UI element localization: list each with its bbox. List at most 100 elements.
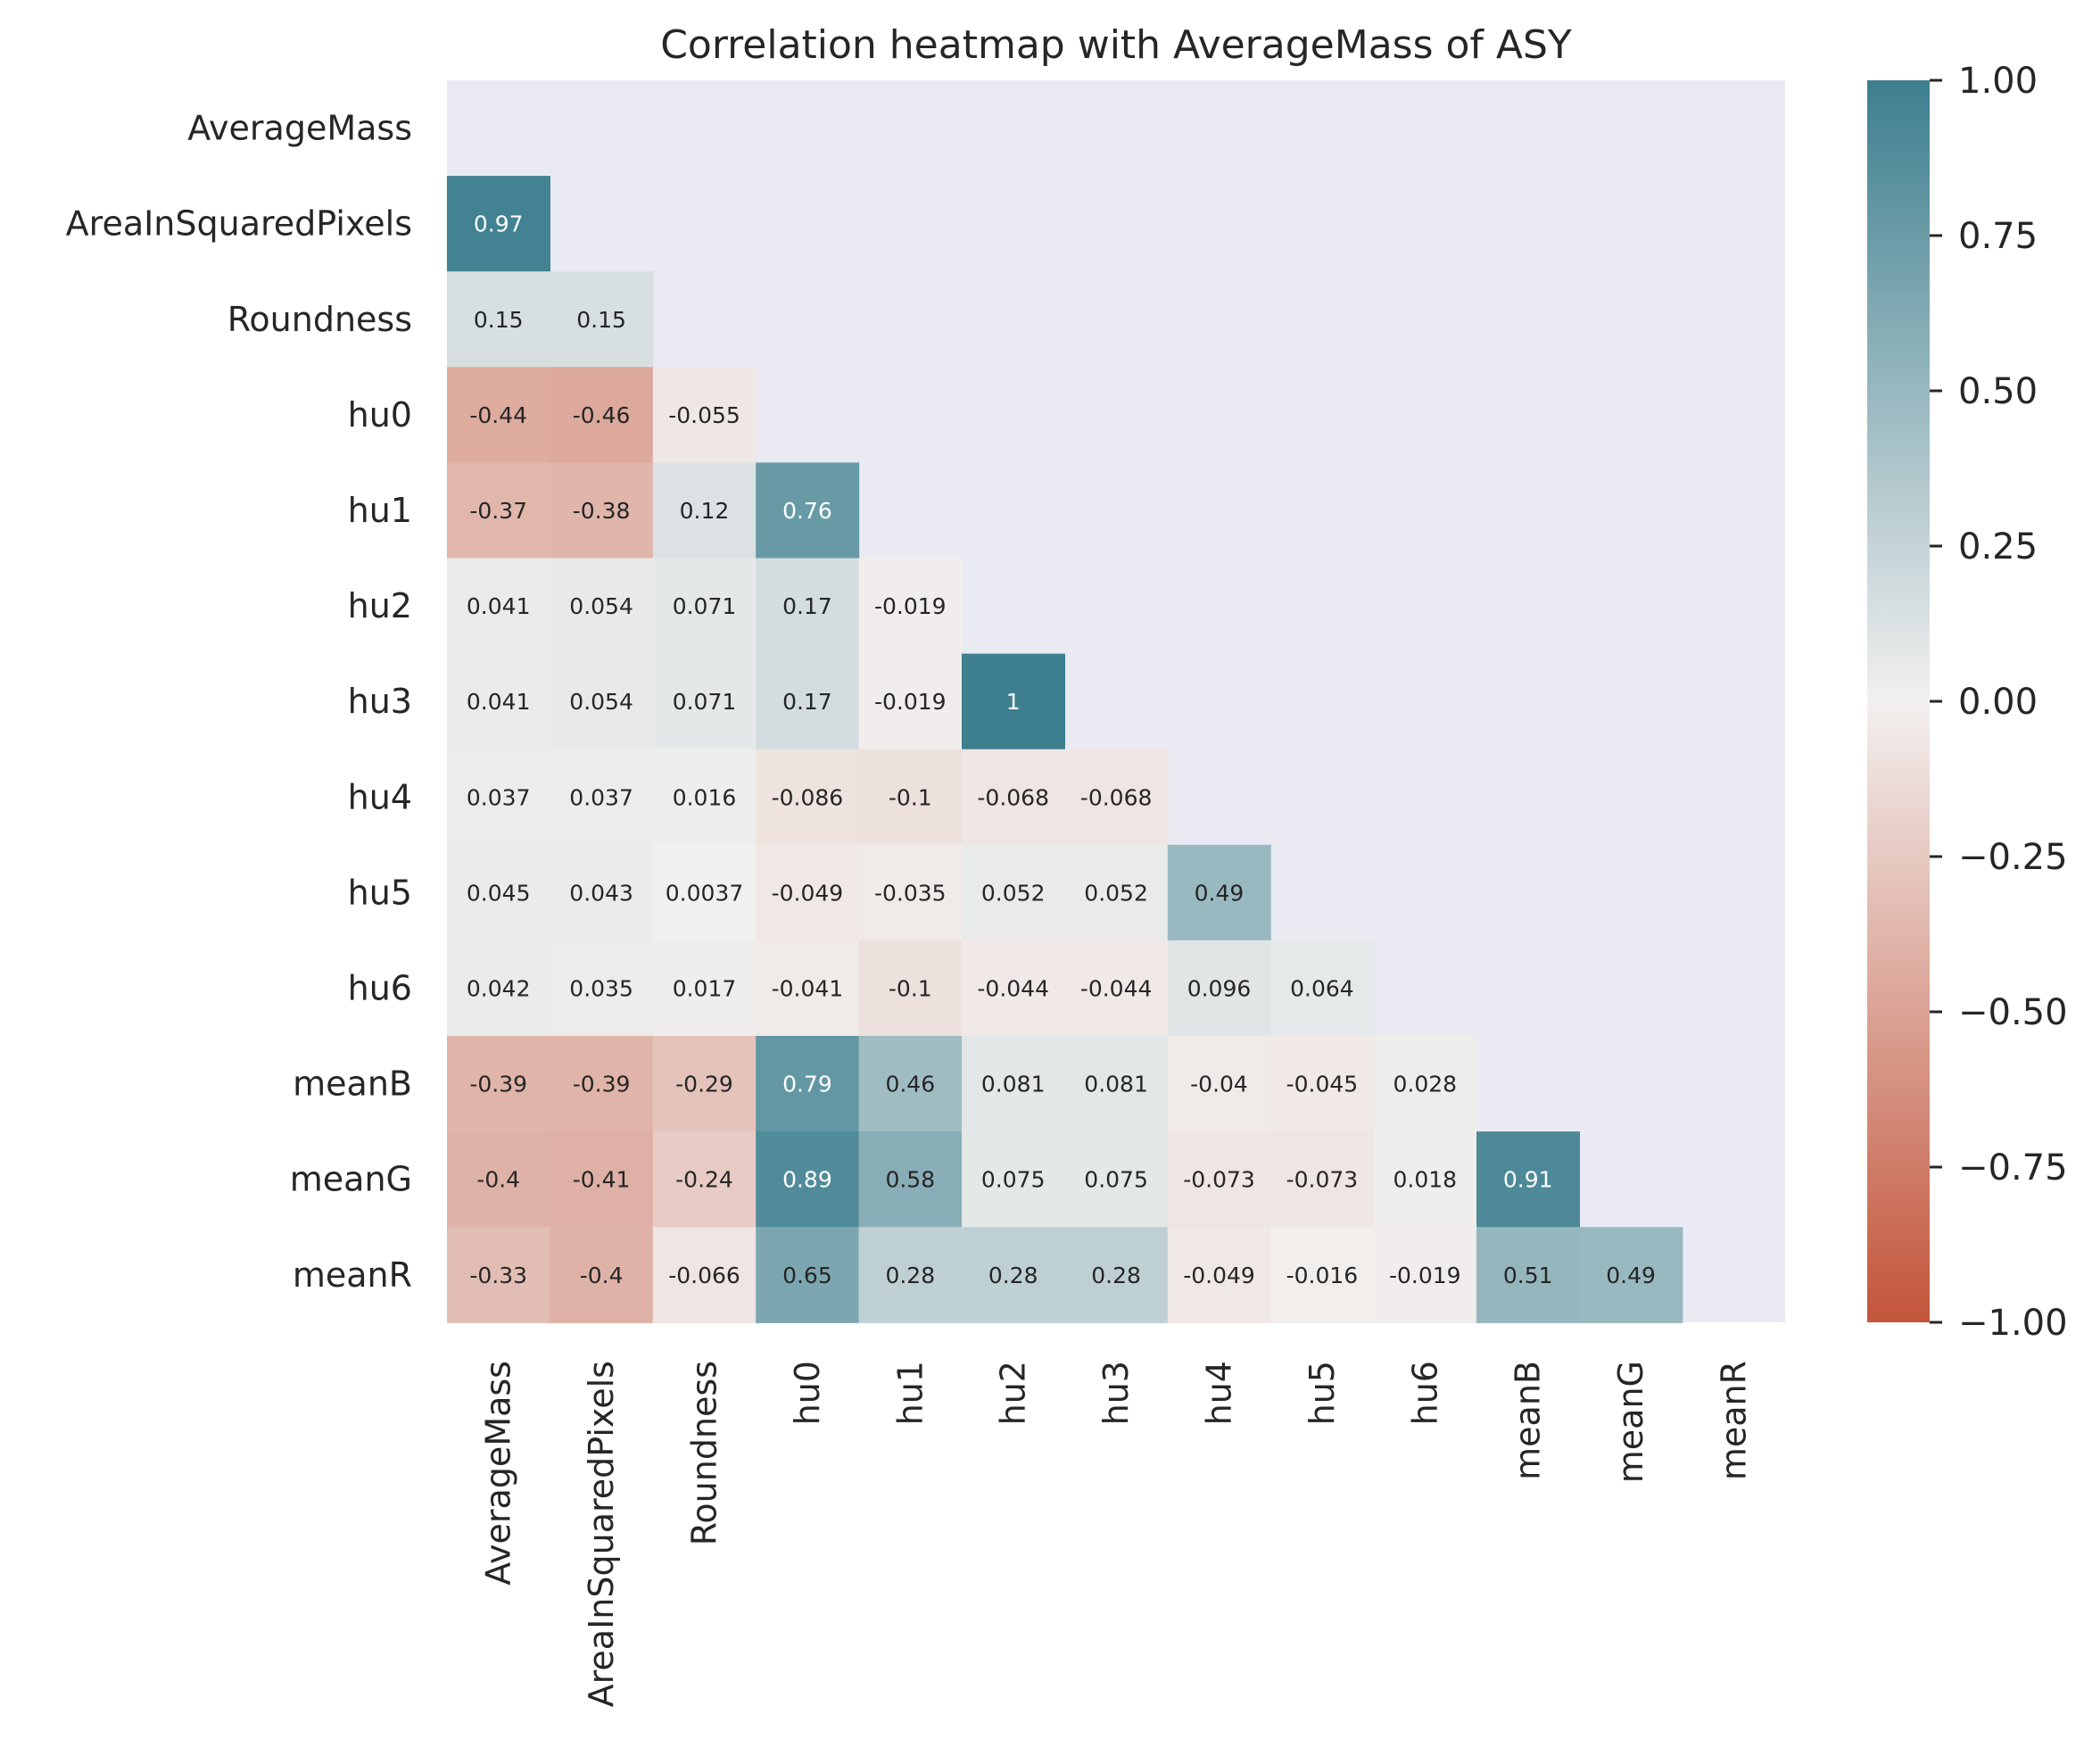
heatmap-cell — [962, 749, 1065, 846]
cell-annotation: 0.042 — [467, 975, 531, 1001]
colorbar-tick-label: −0.50 — [1958, 992, 2068, 1033]
heatmap-cell — [1064, 749, 1169, 846]
heatmap-cell — [756, 749, 860, 846]
cell-annotation: -0.049 — [1183, 1263, 1255, 1288]
column-tick-label: hu2 — [994, 1361, 1033, 1425]
cell-annotation: 0.97 — [474, 211, 524, 237]
heatmap-cell — [1270, 940, 1375, 1037]
column-tick-label: meanR — [1715, 1361, 1754, 1480]
heatmap-cell — [652, 844, 757, 941]
heatmap-cell — [756, 558, 860, 655]
cell-annotation: 0.071 — [673, 689, 737, 715]
heatmap-cell — [858, 1227, 963, 1323]
heatmap-cell — [652, 1036, 757, 1132]
heatmap-cell — [1064, 940, 1169, 1037]
cell-annotation: -0.019 — [1389, 1263, 1461, 1288]
heatmap-cell — [756, 940, 860, 1037]
chart-title: Correlation heatmap with AverageMass of … — [660, 22, 1572, 68]
row-tick-label: hu6 — [348, 968, 412, 1007]
heatmap-cell — [858, 558, 963, 655]
cell-annotation: 0.054 — [569, 689, 633, 715]
colorbar-tick-label: 0.25 — [1958, 526, 2038, 567]
heatmap-cell — [550, 462, 654, 559]
colorbar-tick-label: 0.00 — [1958, 682, 2038, 723]
heatmap-cell — [756, 1036, 860, 1132]
heatmap-cells: 0.97 0.15 0.15 -0.44 -0.46 -0.055 -0.37 -0.38 0.… — [447, 176, 1683, 1323]
heatmap-cell — [962, 1036, 1065, 1132]
row-tick-label: hu2 — [348, 586, 412, 625]
heatmap-cell — [652, 1131, 757, 1228]
heatmap-cell — [1579, 1227, 1683, 1323]
cell-annotation: 0.037 — [569, 784, 633, 810]
cell-annotation: 0.51 — [1503, 1263, 1553, 1288]
row-tick-label: AverageMass — [187, 109, 412, 148]
cell-annotation: 0.12 — [680, 498, 730, 524]
heatmap-cell — [447, 558, 550, 655]
heatmap-cell — [447, 1036, 550, 1132]
heatmap-cell — [550, 844, 654, 941]
cell-annotation: -0.019 — [874, 689, 947, 715]
heatmap-cell — [1270, 1131, 1375, 1228]
heatmap-cell — [447, 653, 550, 750]
colorbar-gradient — [1867, 80, 1930, 1322]
cell-annotation: 0.075 — [1084, 1167, 1148, 1193]
column-tick-label: meanG — [1611, 1361, 1650, 1483]
cell-annotation: -0.073 — [1183, 1167, 1255, 1193]
cell-annotation: -0.086 — [772, 784, 844, 810]
cell-annotation: -0.019 — [874, 593, 947, 619]
cell-annotation: 0.89 — [782, 1167, 832, 1193]
cell-annotation: -0.37 — [469, 498, 527, 524]
cell-annotation: 0.017 — [673, 975, 737, 1001]
cell-annotation: 0.081 — [1084, 1072, 1148, 1097]
cell-annotation: 0.018 — [1393, 1167, 1458, 1193]
row-tick-label: meanG — [290, 1160, 412, 1199]
heatmap-cell — [962, 940, 1065, 1037]
heatmap-cell — [858, 844, 963, 941]
heatmap-cell — [1064, 1227, 1169, 1323]
cell-annotation: -0.068 — [1080, 784, 1153, 810]
heatmap-cell — [652, 1227, 757, 1323]
heatmap-cell — [962, 653, 1065, 750]
heatmap-cell — [756, 844, 860, 941]
cell-annotation: -0.016 — [1286, 1263, 1359, 1288]
column-tick-label: hu1 — [890, 1361, 930, 1425]
cell-annotation: -0.073 — [1286, 1167, 1359, 1193]
heatmap-cell — [447, 1227, 550, 1323]
heatmap-cell — [1167, 1227, 1271, 1323]
cell-annotation: 0.15 — [576, 307, 626, 333]
cell-annotation: -0.049 — [772, 880, 844, 906]
heatmap-cell — [447, 271, 550, 368]
heatmap-cell — [550, 271, 654, 368]
heatmap-cell — [1270, 1036, 1375, 1132]
row-tick-label: AreaInSquaredPixels — [66, 204, 412, 244]
heatmap-cell — [447, 844, 550, 941]
heatmap-cell — [550, 940, 654, 1037]
cell-annotation: -0.24 — [675, 1167, 733, 1193]
heatmap-cell — [1064, 844, 1169, 941]
cell-annotation: -0.1 — [889, 784, 932, 810]
heatmap-cell — [1373, 1131, 1477, 1228]
heatmap-cell — [858, 940, 963, 1037]
column-tick-label: hu5 — [1302, 1361, 1342, 1425]
heatmap-cell — [652, 367, 757, 463]
cell-annotation: 0.041 — [467, 689, 531, 715]
heatmap-cell — [652, 749, 757, 846]
heatmap-cell — [962, 1227, 1065, 1323]
heatmap-cell — [756, 1131, 860, 1228]
heatmap-cell — [756, 653, 860, 750]
colorbar-tick-label: −0.75 — [1958, 1147, 2068, 1188]
cell-annotation: -0.044 — [977, 975, 1049, 1001]
row-tick-label: meanB — [293, 1064, 412, 1104]
cell-annotation: -0.41 — [573, 1167, 631, 1193]
heatmap-cell — [550, 367, 654, 463]
heatmap-cell — [1167, 1131, 1271, 1228]
cell-annotation: 0.064 — [1290, 975, 1354, 1001]
cell-annotation: -0.045 — [1286, 1072, 1359, 1097]
row-tick-label: hu0 — [348, 395, 412, 435]
cell-annotation: 0.035 — [569, 975, 633, 1001]
heatmap-cell — [1167, 940, 1271, 1037]
heatmap-cell — [447, 1131, 550, 1228]
heatmap-cell — [858, 653, 963, 750]
cell-annotation: 0.28 — [988, 1263, 1038, 1288]
